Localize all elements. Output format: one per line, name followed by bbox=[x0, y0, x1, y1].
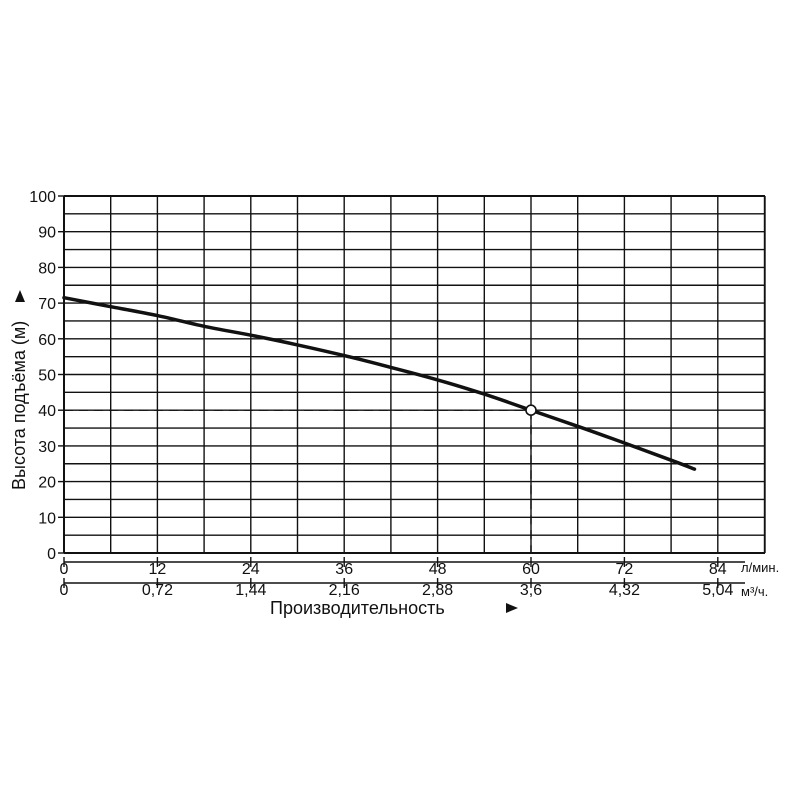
x-secondary-tick-label: 3,6 bbox=[520, 582, 542, 599]
x-primary-tick-label: 12 bbox=[149, 561, 167, 578]
y-tick-label: 60 bbox=[38, 332, 56, 349]
x-secondary-tick-label: 2,16 bbox=[329, 582, 360, 599]
x-primary-tick-label: 60 bbox=[522, 561, 540, 578]
x-primary-tick-label: 72 bbox=[616, 561, 634, 578]
x-secondary-tick-label: 5,04 bbox=[702, 582, 733, 599]
y-axis-arrow-icon bbox=[15, 290, 25, 302]
y-tick-label: 30 bbox=[38, 439, 56, 456]
y-tick-label: 50 bbox=[38, 368, 56, 385]
x-secondary-unit-label: м³/ч. bbox=[741, 584, 768, 599]
x-primary-unit-label: л/мин. bbox=[741, 560, 779, 575]
y-tick-label: 80 bbox=[38, 260, 56, 277]
y-tick-label: 70 bbox=[38, 296, 56, 313]
y-tick-label: 40 bbox=[38, 403, 56, 420]
x-primary-tick-label: 24 bbox=[242, 561, 260, 578]
x-primary-tick-label: 36 bbox=[335, 561, 353, 578]
performance-curve bbox=[62, 295, 697, 471]
y-axis-title: Высота подъёма (м) bbox=[9, 321, 29, 490]
x-primary-tick-label: 84 bbox=[709, 561, 727, 578]
y-tick-label: 90 bbox=[38, 225, 56, 242]
x-secondary-tick-label: 1,44 bbox=[235, 582, 266, 599]
x-axis-title: Производительность bbox=[270, 598, 445, 618]
x-secondary-tick-label: 4,32 bbox=[609, 582, 640, 599]
operating-point-marker bbox=[525, 404, 537, 417]
y-tick-label: 10 bbox=[38, 510, 56, 527]
x-axis-arrow-icon bbox=[506, 603, 518, 613]
curve-layer bbox=[62, 295, 697, 471]
x-secondary-tick-label: 2,88 bbox=[422, 582, 453, 599]
y-tick-label: 0 bbox=[47, 546, 56, 563]
chart-grid bbox=[63, 195, 766, 584]
x-primary-tick-label: 48 bbox=[429, 561, 447, 578]
reference-lines bbox=[64, 409, 532, 553]
tick-labels: 0 10 20 30 40 50 60 70 80 90 100 0 12 24 36 48 60 72 84 0 0,… bbox=[29, 189, 733, 599]
y-tick-label: 20 bbox=[38, 475, 56, 492]
x-secondary-tick-label: 0 bbox=[60, 582, 69, 599]
y-tick-label: 100 bbox=[29, 189, 56, 206]
x-primary-tick-label: 0 bbox=[60, 561, 69, 578]
x-secondary-tick-label: 0,72 bbox=[142, 582, 173, 599]
